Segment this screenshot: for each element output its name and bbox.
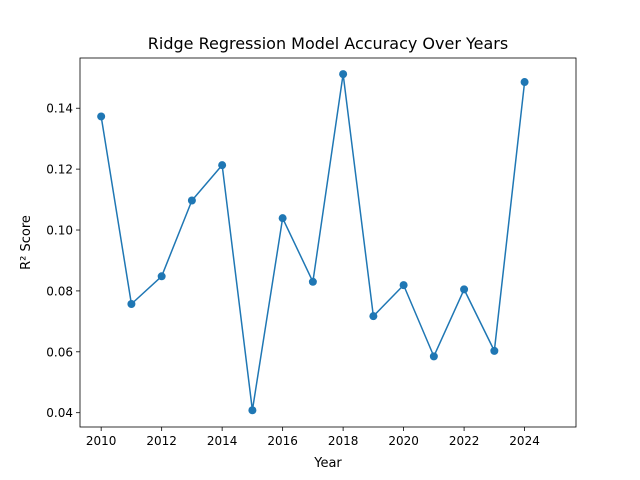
plot-area [80,58,576,427]
data-point [278,214,287,223]
data-point [520,78,529,87]
data-point [369,312,378,321]
y-tick-label: 0.06 [46,345,73,359]
x-tick-label: 2010 [86,434,117,448]
data-point [97,112,106,121]
y-tick-label: 0.14 [46,102,73,116]
series-layer [97,70,529,415]
data-point [127,300,136,308]
data-point [460,285,469,294]
y-axis-label: R² Score [19,215,34,270]
data-point [157,272,166,281]
x-tick-label: 2024 [509,434,540,448]
y-tick-label: 0.04 [46,406,73,420]
y-tick-label: 0.08 [46,284,73,298]
data-point [187,196,196,205]
data-point [248,406,257,415]
x-tick-label: 2018 [328,434,359,448]
chart-title: Ridge Regression Model Accuracy Over Yea… [148,34,508,53]
data-point [399,281,408,290]
x-axis-label: Year [313,456,342,471]
x-tick-label: 2012 [146,434,177,448]
data-point [218,161,227,170]
x-tick-label: 2020 [388,434,419,448]
y-tick-label: 0.10 [46,224,73,238]
data-point [490,346,499,355]
y-axis-ticks: 0.04 0.06 0.08 0.10 0.12 0.14 [46,102,80,420]
data-point [308,277,317,286]
data-point [429,352,438,361]
data-point [339,70,348,79]
x-tick-label: 2016 [267,434,298,448]
x-tick-label: 2022 [449,434,480,448]
x-tick-label: 2014 [207,434,238,448]
y-tick-label: 0.12 [46,163,73,177]
axes-frame [79,57,577,428]
x-axis-ticks: 2010 2012 2014 2016 2018 2020 2022 2024 [86,427,540,448]
